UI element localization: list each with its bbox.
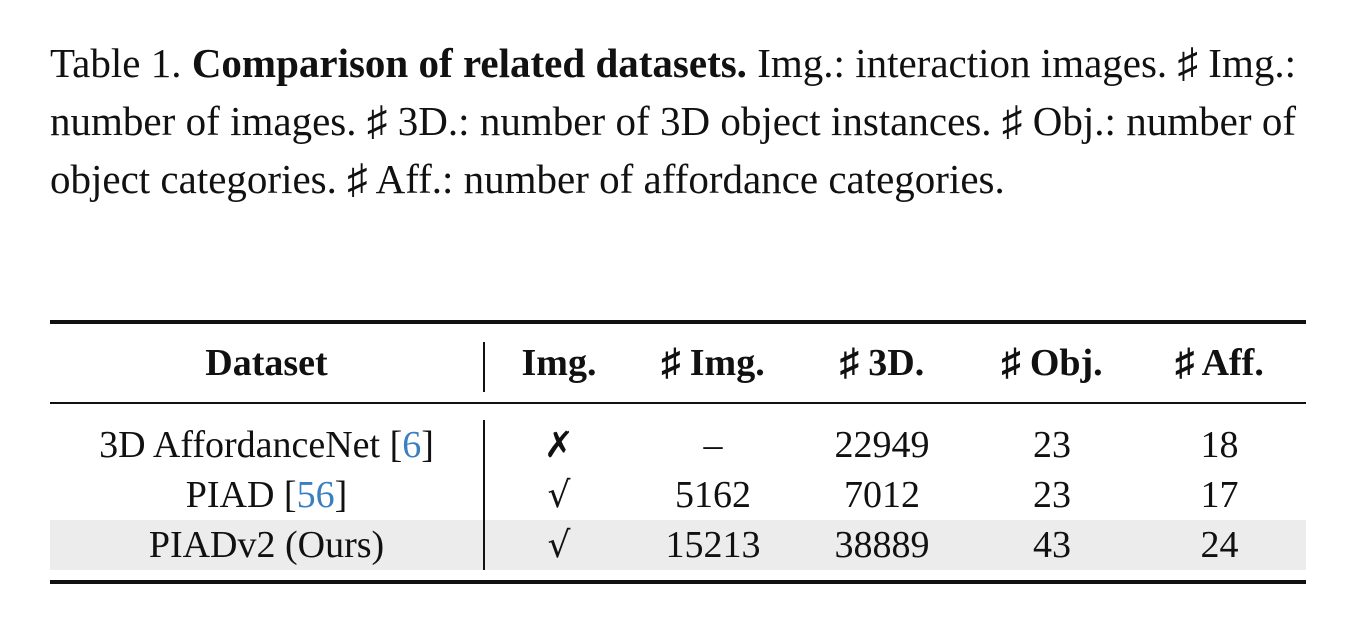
dataset-name: PIAD [ <box>185 474 297 516</box>
dataset-name: PIADv2 (Ours) <box>148 524 385 566</box>
check-mark-icon: √ <box>547 524 571 566</box>
cell-num-aff: 18 <box>1200 424 1239 466</box>
cell-dataset: PIADv2 (Ours) <box>50 523 483 567</box>
header-num-obj: ♯ Obj. <box>1001 342 1103 384</box>
cell-num-aff: 17 <box>1200 474 1239 516</box>
citation-link[interactable]: 6 <box>402 424 422 466</box>
column-separator <box>483 420 485 470</box>
comparison-table: Dataset Img. ♯ Img. ♯ 3D. ♯ Obj. ♯ Aff. … <box>50 320 1306 584</box>
cell-num-obj: 23 <box>1033 474 1071 516</box>
column-separator <box>483 470 485 520</box>
check-mark-icon: √ <box>547 474 571 516</box>
header-num-img: ♯ Img. <box>661 342 765 384</box>
table-top-rule <box>50 320 1306 324</box>
dataset-close: ] <box>334 474 348 516</box>
table-body: 3D AffordanceNet [6] ✗ – 22949 23 18 PIA… <box>50 404 1306 580</box>
table-header-row: Dataset Img. ♯ Img. ♯ 3D. ♯ Obj. ♯ Aff. <box>50 324 1306 402</box>
cross-mark-icon: ✗ <box>543 424 575 466</box>
cell-num-3d: 22949 <box>834 424 930 466</box>
cell-num-3d: 7012 <box>844 474 920 516</box>
caption-title: Comparison of related datasets. <box>191 40 747 86</box>
table-row-highlighted: PIADv2 (Ours) √ 15213 38889 43 24 <box>50 520 1306 570</box>
header-dataset: Dataset <box>205 342 328 384</box>
caption-body: Img.: interaction images. ♯ Img.: number… <box>50 40 1296 202</box>
cell-num-img: 5162 <box>675 474 751 516</box>
cell-num-3d: 38889 <box>834 524 930 566</box>
dataset-name: 3D AffordanceNet [ <box>99 424 403 466</box>
table-row: PIAD [56] √ 5162 7012 23 17 <box>50 470 1306 520</box>
header-num-aff: ♯ Aff. <box>1175 342 1264 384</box>
column-separator <box>483 342 485 392</box>
cell-num-aff: 24 <box>1200 524 1239 566</box>
dataset-close: ] <box>421 424 434 466</box>
cell-num-img: 15213 <box>665 524 761 566</box>
header-img: Img. <box>521 342 597 384</box>
table-bottom-rule <box>50 580 1306 584</box>
header-num-3d: ♯ 3D. <box>839 342 925 384</box>
column-separator <box>483 520 485 570</box>
cell-num-obj: 43 <box>1033 524 1071 566</box>
cell-num-img: – <box>703 424 723 466</box>
caption-label: Table 1. <box>50 40 182 86</box>
cell-dataset: PIAD [56] <box>50 473 483 517</box>
table-caption: Table 1. Comparison of related datasets.… <box>50 34 1296 208</box>
table-mid-rule <box>50 402 1306 404</box>
table-row: 3D AffordanceNet [6] ✗ – 22949 23 18 <box>50 420 1306 470</box>
citation-link[interactable]: 56 <box>296 474 335 516</box>
cell-dataset: 3D AffordanceNet [6] <box>50 423 483 467</box>
cell-num-obj: 23 <box>1033 424 1071 466</box>
